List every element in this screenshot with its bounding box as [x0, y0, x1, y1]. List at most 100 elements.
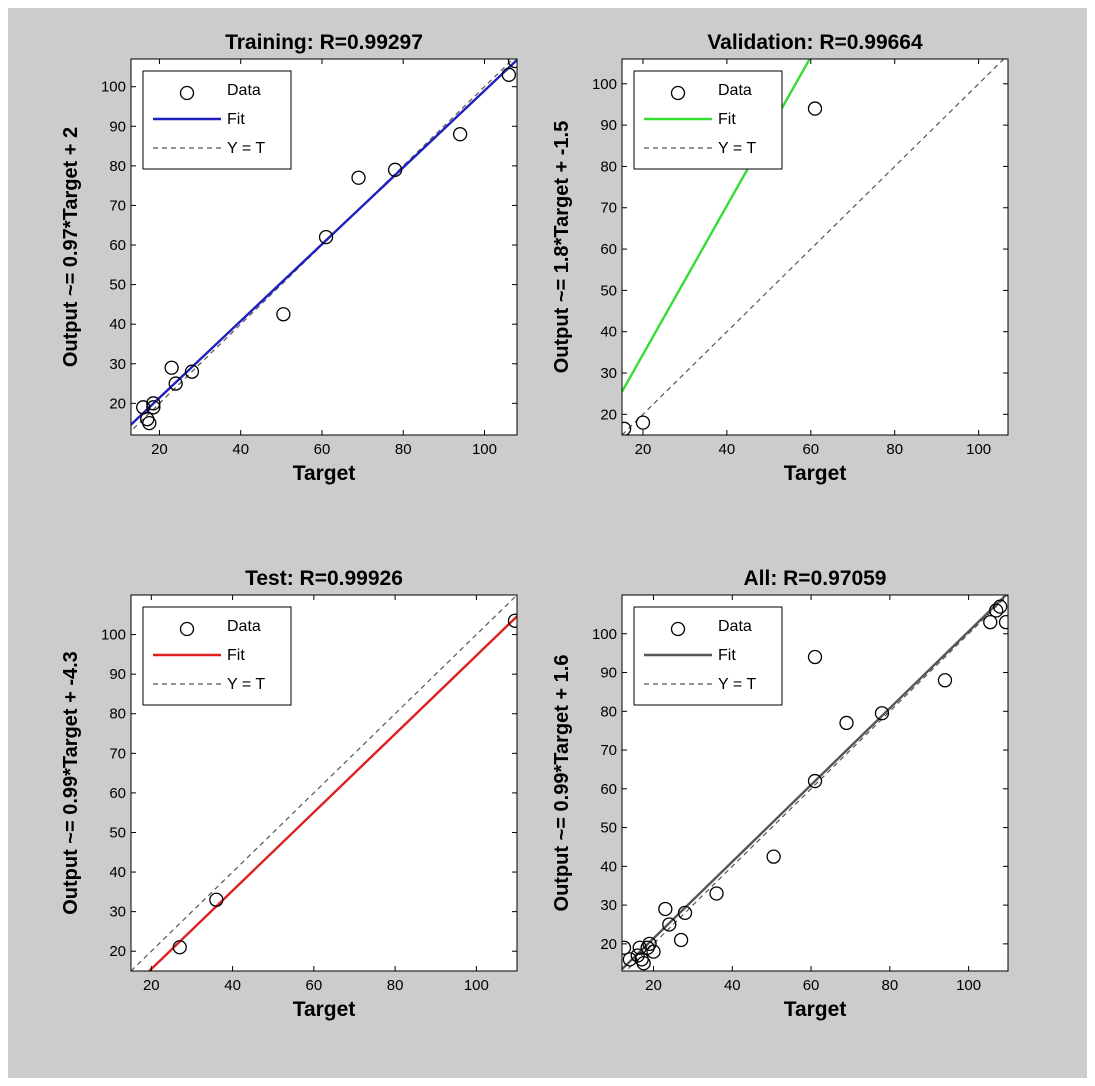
legend-entry: Fit [718, 111, 736, 128]
axes-border [621, 58, 1009, 436]
data-point [636, 956, 651, 971]
x-tick-label: 60 [802, 441, 819, 458]
y-tick-label: 40 [600, 858, 617, 875]
y-tick-label: 30 [109, 904, 126, 921]
y-tick-label: 30 [600, 365, 617, 382]
y-tick-label: 40 [600, 324, 617, 341]
axes-border [130, 58, 518, 436]
data-point [998, 614, 1008, 630]
data-point [351, 170, 366, 185]
legend-data-marker [179, 85, 195, 101]
plot-title: All: R=0.97059 [743, 567, 886, 590]
legend-data-marker [670, 85, 686, 101]
y-tick-label: 50 [109, 824, 126, 841]
legend: Data Fit Y = T [633, 70, 783, 170]
legend-entry: Y = T [718, 676, 756, 693]
data-point [658, 901, 673, 917]
x-tick-label: 80 [886, 441, 903, 458]
data-point [632, 940, 647, 955]
x-axis-label: Target [293, 462, 356, 485]
x-tick-label: 60 [314, 441, 331, 458]
x-tick-label: 20 [151, 441, 168, 458]
data-point [146, 396, 161, 411]
y-axis-label: Output ~= 0.99*Target + -4.3 [60, 651, 82, 915]
plot-content [622, 59, 1005, 435]
data-point [662, 917, 677, 932]
y-tick-label: 70 [109, 745, 126, 762]
y-axis-label: Output ~= 0.99*Target + 1.6 [551, 655, 573, 912]
fit-line [622, 59, 812, 393]
y-tick-label: 80 [600, 158, 617, 175]
x-tick-label: 40 [232, 441, 249, 458]
data-point [622, 952, 638, 967]
x-tick-label: 80 [387, 977, 404, 994]
y-tick-label: 80 [600, 703, 617, 720]
data-point [646, 944, 661, 959]
regression-plots: 20 40 60 80 100 20 30 40 50 60 70 80 90 100 Training: … [60, 31, 1009, 1021]
plot-panel-3: 20 40 60 80 100 20 30 40 50 60 70 80 90 100 Test: R=0.… [60, 567, 518, 1021]
x-tick-label: 60 [305, 977, 322, 994]
legend-entry: Data [227, 618, 261, 635]
y-tick-label: 40 [109, 864, 126, 881]
x-tick-label: 80 [395, 441, 412, 458]
y-tick-label: 70 [600, 742, 617, 759]
data-point [164, 360, 179, 375]
fit-line [147, 615, 517, 971]
y-tick-label: 60 [109, 237, 126, 254]
y-tick-label: 90 [109, 118, 126, 135]
data-point [807, 101, 823, 116]
legend-entry: Data [718, 82, 752, 99]
data-point [839, 715, 854, 731]
y-axis-label: Output ~= 1.8*Target + -1.5 [551, 121, 573, 373]
data-point [501, 67, 517, 82]
y-tick-label: 50 [600, 282, 617, 299]
figure-window: 20 40 60 80 100 20 30 40 50 60 70 80 90 100 Training: … [8, 8, 1087, 1078]
legend-entry: Y = T [227, 676, 265, 693]
x-tick-label: 20 [635, 441, 652, 458]
y-axis-label: Output ~= 0.97*Target + 2 [60, 127, 82, 367]
data-point [937, 673, 953, 688]
x-tick-label: 40 [724, 977, 741, 994]
y-tick-label: 70 [600, 200, 617, 217]
legend-entry: Y = T [718, 140, 756, 157]
plot-title: Training: R=0.99297 [225, 31, 423, 54]
x-tick-label: 20 [143, 977, 160, 994]
data-point [642, 936, 657, 952]
y-tick-label: 30 [600, 897, 617, 914]
y-tick-label: 60 [109, 785, 126, 802]
x-tick-label: 60 [803, 977, 820, 994]
data-point [874, 706, 890, 721]
legend-entry: Data [718, 618, 752, 635]
y-tick-label: 80 [109, 706, 126, 723]
x-tick-label: 100 [956, 977, 981, 994]
x-axis-label: Target [293, 998, 356, 1021]
y-tick-label: 90 [600, 665, 617, 682]
y-tick-label: 60 [600, 781, 617, 798]
x-tick-label: 100 [472, 441, 497, 458]
legend-entry: Fit [227, 647, 245, 664]
plot-content [622, 595, 1008, 971]
legend: Data Fit Y = T [142, 606, 292, 706]
x-tick-label: 100 [464, 977, 489, 994]
x-tick-label: 80 [881, 977, 898, 994]
plot-content [131, 59, 517, 432]
data-point [172, 940, 187, 955]
plot-title: Test: R=0.99926 [245, 567, 403, 590]
x-tick-label: 20 [645, 977, 662, 994]
axes-border [621, 594, 1009, 972]
data-point [387, 162, 403, 177]
data-point [452, 127, 468, 142]
data-point [507, 59, 517, 69]
plot-panel-4: 20 40 60 80 100 20 30 40 50 60 70 80 90 100 All: R=0.9… [551, 567, 1009, 1021]
data-point [709, 886, 724, 901]
data-point [673, 932, 689, 948]
y-tick-label: 70 [109, 197, 126, 214]
y-tick-label: 40 [109, 316, 126, 333]
legend-data-marker [179, 621, 195, 637]
data-point [992, 599, 1008, 614]
data-point [209, 892, 224, 907]
y-tick-label: 50 [600, 820, 617, 837]
data-point [142, 415, 157, 431]
legend: Data Fit Y = T [633, 606, 783, 706]
y-tick-label: 50 [109, 277, 126, 294]
